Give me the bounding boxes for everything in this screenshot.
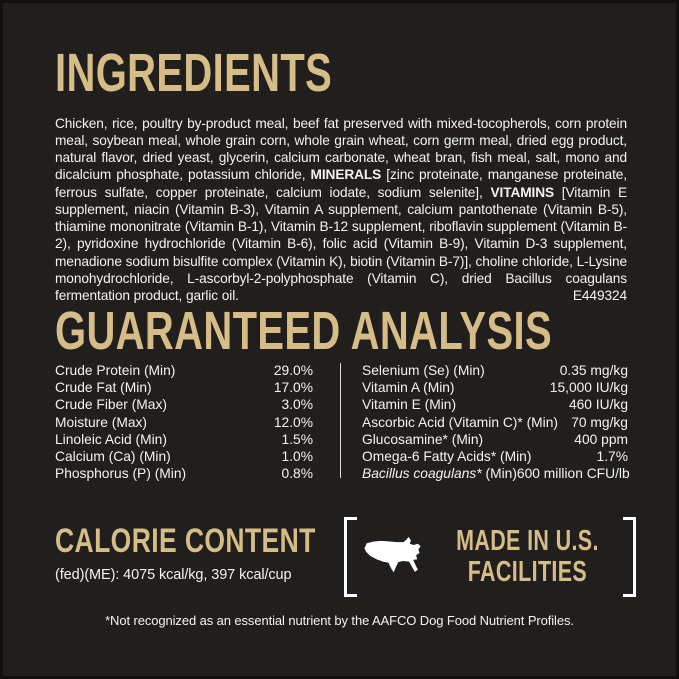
analysis-label: Calcium (Ca) (Min) (55, 449, 171, 465)
column-divider (340, 363, 341, 478)
analysis-label: Linoleic Acid (Min) (55, 431, 167, 447)
analysis-label: Omega-6 Fatty Acids* (Min) (362, 449, 532, 465)
lot-code: E449324 (572, 288, 627, 304)
calorie-content-value: (fed)(ME): 4075 kcal/kg, 397 kcal/cup (55, 567, 292, 583)
analysis-row: Ascorbic Acid (Vitamin C)* (Min) 70 mg/kg (362, 414, 628, 431)
analysis-table-right: Selenium (Se) (Min) 0.35 mg/kg Vitamin A (… (362, 362, 630, 482)
analysis-value: 15,000 IU/kg (549, 380, 628, 396)
analysis-label: Crude Fiber (Max) (55, 397, 167, 413)
analysis-row: Calcium (Ca) (Min) 1.0% (55, 448, 313, 465)
analysis-label: Selenium (Se) (Min) (362, 363, 485, 378)
analysis-value: 0.35 mg/kg (559, 363, 628, 378)
analysis-value: 3.0% (281, 397, 313, 413)
analysis-value: 400 ppm (574, 431, 628, 447)
analysis-value: 460 IU/kg (568, 397, 628, 413)
analysis-label: Ascorbic Acid (Vitamin C)* (Min) (362, 414, 559, 430)
analysis-value: 0.8% (281, 466, 313, 482)
analysis-row: Omega-6 Fatty Acids* (Min) 1.7% (362, 448, 628, 465)
calorie-content-heading: CALORIE CONTENT (55, 522, 316, 560)
analysis-row: Moisture (Max) 12.0% (55, 414, 313, 431)
analysis-row: Linoleic Acid (Min) 1.5% (55, 431, 313, 448)
analysis-row: Bacillus coagulans* (Min) 600 million CFU… (362, 465, 630, 482)
analysis-label: Moisture (Max) (55, 414, 147, 430)
analysis-label: Bacillus coagulans* (Min) (362, 466, 517, 482)
analysis-value: 600 million CFU/lb (516, 466, 630, 482)
made-in-line2: FACILITIES (467, 556, 587, 588)
analysis-label: Crude Protein (Min) (55, 363, 176, 378)
left-bracket-icon (344, 517, 357, 597)
analysis-row: Selenium (Se) (Min) 0.35 mg/kg (362, 362, 628, 379)
analysis-value: 70 mg/kg (571, 414, 628, 430)
made-in-us-badge: MADE IN U.S. FACILITIES (344, 516, 636, 598)
analysis-row: Vitamin E (Min) 460 IU/kg (362, 396, 628, 413)
analysis-value: 1.7% (596, 449, 628, 465)
guaranteed-analysis-heading: GUARANTEED ANALYSIS (55, 301, 552, 361)
analysis-label: Phosphorus (P) (Min) (55, 466, 187, 482)
analysis-row: Vitamin A (Min) 15,000 IU/kg (362, 379, 628, 396)
analysis-label: Vitamin A (Min) (362, 380, 455, 396)
aafco-footnote: *Not recognized as an essential nutrient… (105, 613, 574, 628)
analysis-label: Vitamin E (Min) (362, 397, 457, 413)
analysis-value: 1.0% (281, 449, 313, 465)
analysis-value: 17.0% (273, 380, 313, 396)
made-in-us-text: MADE IN U.S. FACILITIES (456, 526, 599, 588)
analysis-row: Crude Protein (Min) 29.0% (55, 362, 313, 379)
analysis-table-left: Crude Protein (Min) 29.0% Crude Fat (Min) 1… (55, 362, 313, 482)
analysis-label: Glucosamine* (Min) (362, 431, 484, 447)
analysis-value: 12.0% (273, 414, 313, 430)
analysis-value: 29.0% (273, 363, 313, 378)
analysis-row: Glucosamine* (Min) 400 ppm (362, 431, 628, 448)
us-map-icon (363, 536, 421, 573)
ingredients-paragraph: Chicken, rice, poultry by-product meal, … (55, 115, 627, 304)
analysis-label: Crude Fat (Min) (55, 380, 152, 396)
made-in-line1: MADE IN U.S. (455, 525, 599, 557)
ingredients-heading: INGREDIENTS (55, 43, 333, 103)
analysis-row: Crude Fiber (Max) 3.0% (55, 396, 313, 413)
analysis-row: Crude Fat (Min) 17.0% (55, 379, 313, 396)
right-bracket-icon (623, 517, 636, 597)
analysis-value: 1.5% (281, 431, 313, 447)
analysis-row: Phosphorus (P) (Min) 0.8% (55, 465, 313, 482)
